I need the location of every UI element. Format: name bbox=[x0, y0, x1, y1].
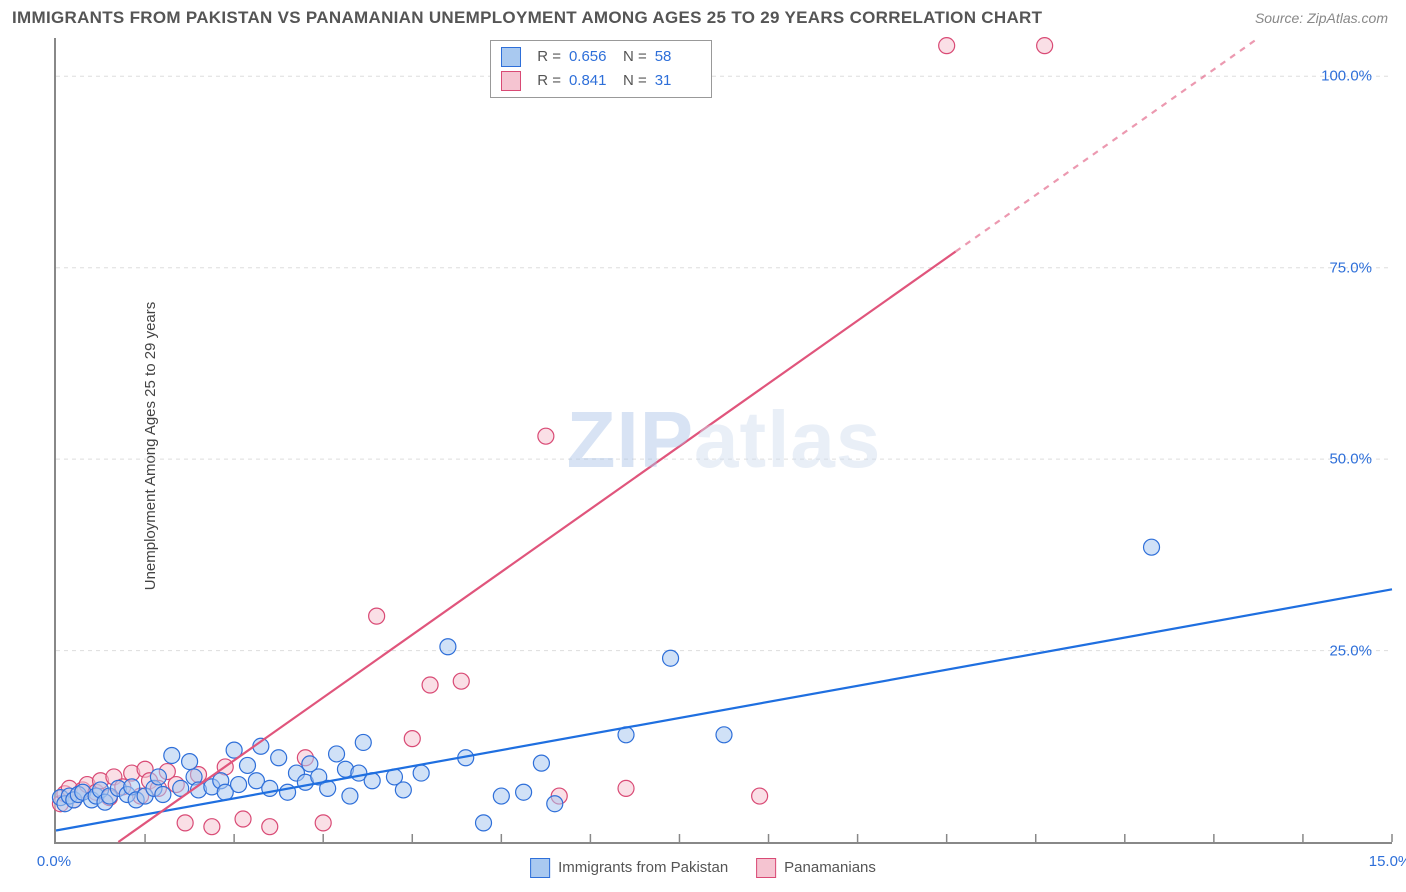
stat-r-value: 0.656 bbox=[569, 45, 615, 69]
stat-r-value: 0.841 bbox=[569, 69, 615, 93]
ytick-label: 100.0% bbox=[1321, 68, 1372, 85]
legend-swatch bbox=[530, 858, 550, 878]
bottom-legend: Immigrants from Pakistan Panamanians bbox=[530, 858, 876, 878]
legend-label: Panamanians bbox=[784, 859, 876, 876]
chart-title: IMMIGRANTS FROM PAKISTAN VS PANAMANIAN U… bbox=[12, 8, 1042, 28]
xtick-label: 0.0% bbox=[37, 853, 71, 870]
legend-swatch bbox=[756, 858, 776, 878]
stat-n-label: N = bbox=[623, 69, 647, 93]
stat-r-label: R = bbox=[537, 45, 561, 69]
legend-item: Panamanians bbox=[756, 858, 876, 878]
legend-label: Immigrants from Pakistan bbox=[558, 859, 728, 876]
stat-n-value: 31 bbox=[655, 69, 701, 93]
stat-r-label: R = bbox=[537, 69, 561, 93]
stat-n-label: N = bbox=[623, 45, 647, 69]
xtick-label: 15.0% bbox=[1369, 853, 1406, 870]
ytick-label: 25.0% bbox=[1329, 642, 1372, 659]
legend-swatch bbox=[501, 71, 521, 91]
legend-swatch bbox=[501, 47, 521, 67]
ytick-label: 75.0% bbox=[1329, 259, 1372, 276]
legend-item: Immigrants from Pakistan bbox=[530, 858, 728, 878]
stats-legend: R = 0.656 N = 58 R = 0.841 N = 31 bbox=[490, 40, 712, 98]
stat-n-value: 58 bbox=[655, 45, 701, 69]
source-attribution: Source: ZipAtlas.com bbox=[1255, 10, 1388, 26]
plot-area: ZIPatlas R =0.656N =58R =0.841N =31 25.0… bbox=[54, 38, 1392, 844]
ytick-label: 50.0% bbox=[1329, 451, 1372, 468]
